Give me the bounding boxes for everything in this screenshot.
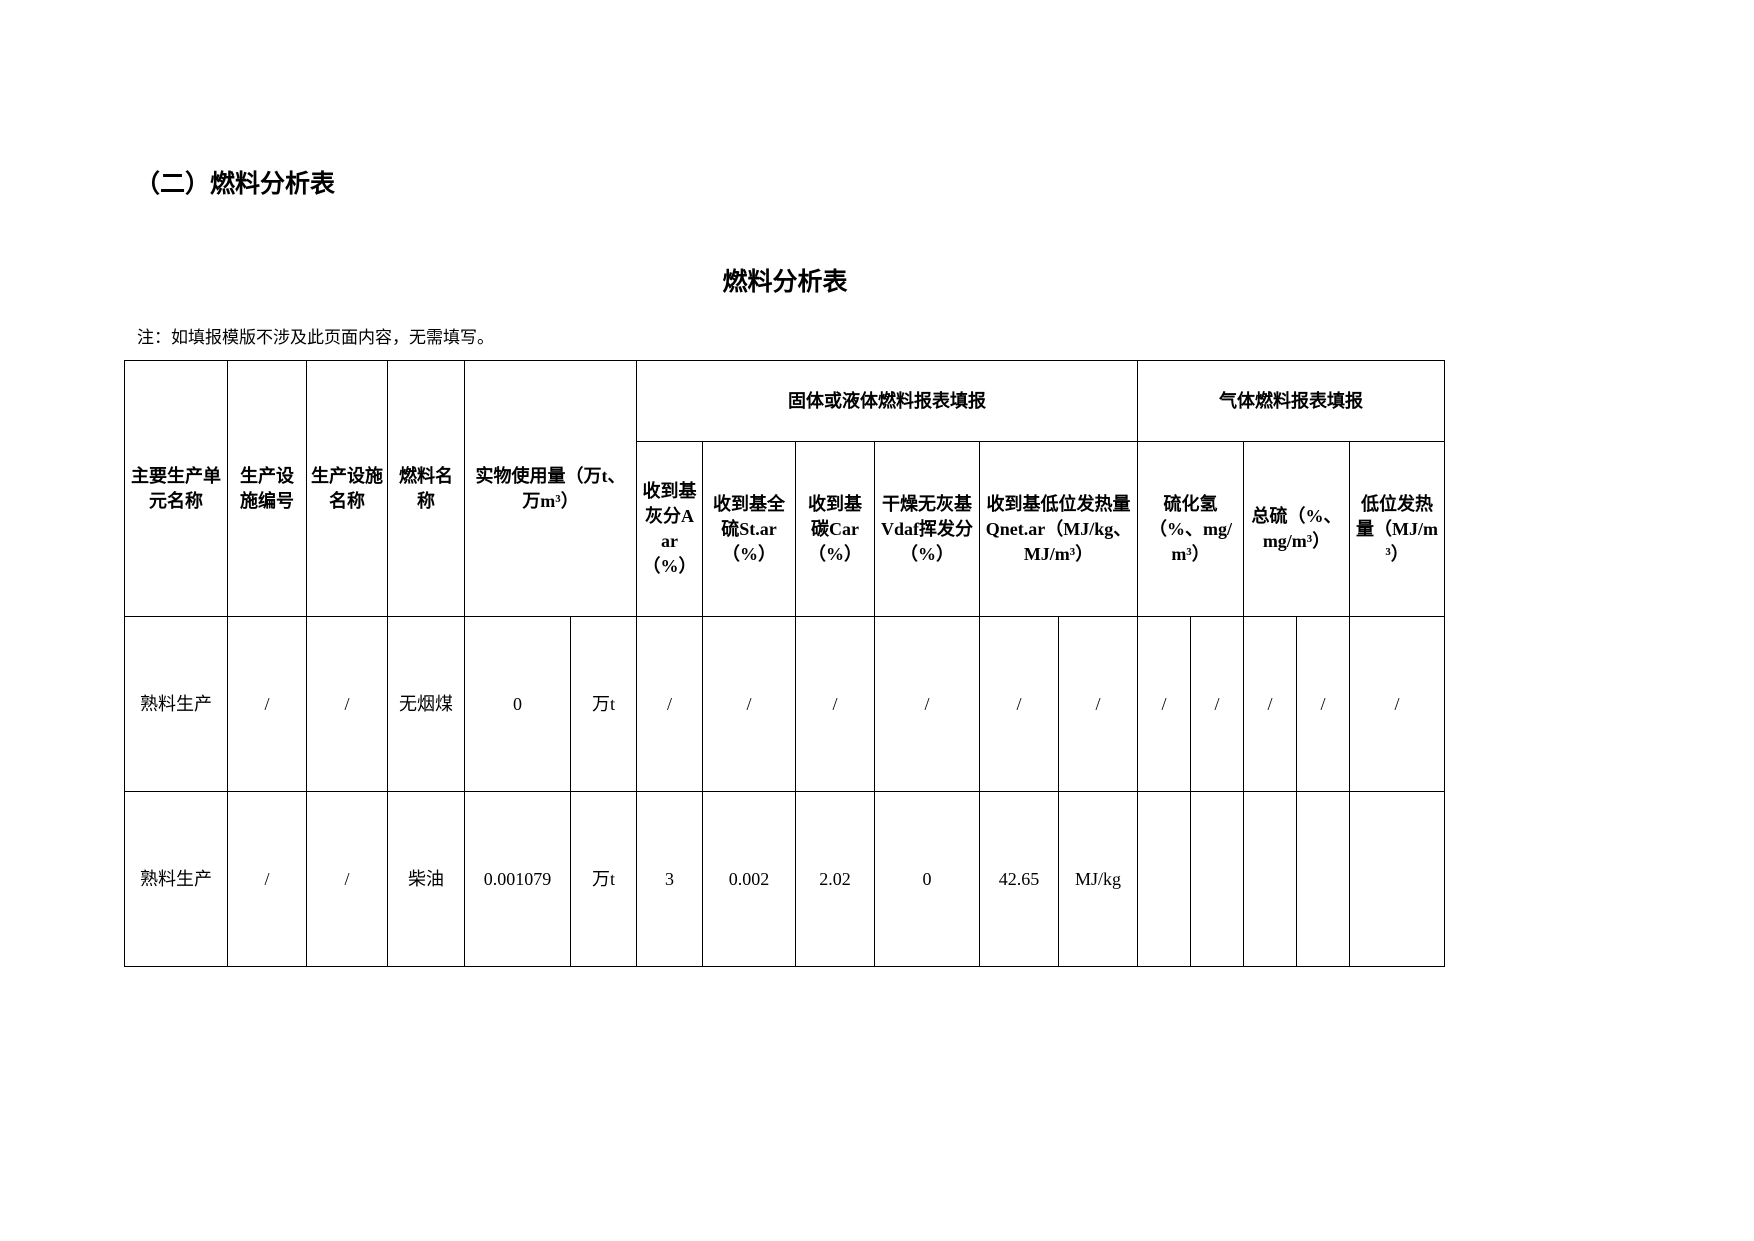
table-cell: 无烟煤: [387, 616, 465, 792]
header-h2s: 硫化氢（%、mg/m³）: [1137, 441, 1245, 617]
table-cell: /: [979, 616, 1060, 792]
note-text: 注：如填报模版不涉及此页面内容，无需填写。: [137, 328, 494, 347]
table-cell: 万t: [569, 791, 638, 967]
table-cell: 0: [464, 616, 571, 792]
table-cell: [1243, 791, 1298, 967]
table-cell: /: [1190, 616, 1245, 792]
header-qnet: 收到基低位发热量Qnet.ar（MJ/kg、MJ/m³）: [979, 441, 1139, 617]
table-cell: /: [1243, 616, 1298, 792]
header-vdaf: 干燥无灰基Vdaf挥发分（%）: [874, 441, 981, 617]
table-cell: /: [1296, 616, 1351, 792]
table-cell: MJ/kg: [1058, 791, 1139, 967]
table-cell: /: [874, 616, 981, 792]
table-cell: 0: [874, 791, 981, 967]
table-cell: 柴油: [387, 791, 465, 967]
fuel-analysis-table: 主要生产单元名称 生产设施编号 生产设施名称 燃料名称 实物使用量（万t、万m³…: [124, 360, 1446, 967]
header-solid-liquid: 固体或液体燃料报表填报: [636, 360, 1139, 442]
table-title: 燃料分析表: [722, 269, 848, 296]
table-cell: /: [702, 616, 797, 792]
table-cell: /: [306, 616, 388, 792]
header-gas: 气体燃料报表填报: [1137, 360, 1446, 442]
table-row: 熟料生产 / / 无烟煤 0 万t / / / / / / / / / / /: [124, 616, 1446, 792]
table-cell: [1296, 791, 1351, 967]
table-cell: /: [1137, 616, 1192, 792]
table-cell: 0.001079: [464, 791, 571, 967]
table-cell: [1190, 791, 1245, 967]
table-row: 熟料生产 / / 柴油 0.001079 万t 3 0.002 2.02 0 42.65 MJ/kg: [124, 791, 1446, 967]
table-cell: 熟料生产: [124, 616, 228, 792]
table-cell: 万t: [569, 616, 638, 792]
table-cell: 2.02: [795, 791, 876, 967]
table-cell: /: [306, 791, 388, 967]
table-cell: 0.002: [702, 791, 797, 967]
header-fuel-name: 燃料名称: [387, 360, 465, 617]
table-cell: /: [227, 616, 307, 792]
table-cell: /: [795, 616, 876, 792]
header-star: 收到基全硫St.ar（%）: [702, 441, 797, 617]
table-cell: /: [636, 616, 704, 792]
table-cell: 3: [636, 791, 704, 967]
header-unit: 主要生产单元名称: [124, 360, 228, 617]
table-cell: 42.65: [979, 791, 1060, 967]
header-facility-name: 生产设施名称: [306, 360, 388, 617]
table-cell: [1349, 791, 1446, 967]
table-cell: /: [1058, 616, 1139, 792]
table-cell: /: [1349, 616, 1446, 792]
header-low-heat: 低位发热量（MJ/m³）: [1349, 441, 1446, 617]
header-facility-id: 生产设施编号: [227, 360, 307, 617]
section-heading: （二）燃料分析表: [135, 171, 336, 198]
table-cell: /: [227, 791, 307, 967]
header-car: 收到基碳Car（%）: [795, 441, 876, 617]
header-total-sulfur: 总硫（%、mg/m³）: [1243, 441, 1351, 617]
header-usage: 实物使用量（万t、万m³）: [463, 360, 638, 617]
table-cell: [1137, 791, 1192, 967]
header-aar: 收到基灰分Aar（%）: [636, 441, 704, 617]
table-cell: 熟料生产: [124, 791, 228, 967]
